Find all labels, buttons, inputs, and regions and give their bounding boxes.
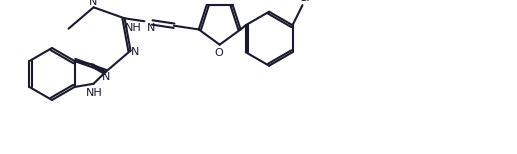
Text: N: N	[147, 23, 156, 33]
Text: N: N	[102, 72, 111, 82]
Text: NH: NH	[125, 23, 142, 33]
Text: O: O	[214, 48, 223, 58]
Text: Cl: Cl	[299, 0, 310, 4]
Text: NH: NH	[86, 88, 103, 98]
Text: N: N	[88, 0, 97, 7]
Text: N: N	[131, 47, 140, 57]
